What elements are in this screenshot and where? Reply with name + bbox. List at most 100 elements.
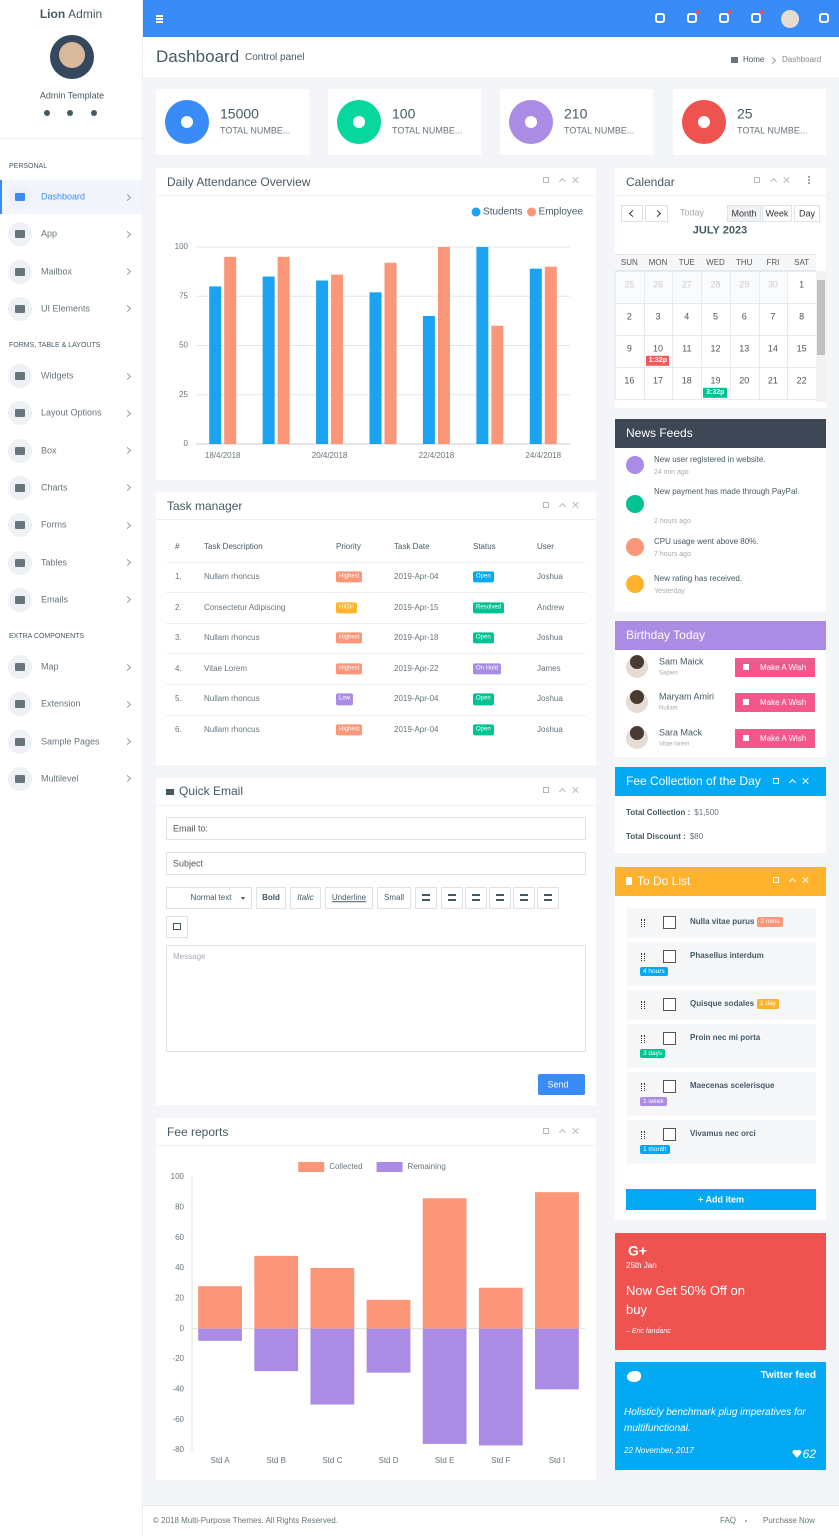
menu-icon[interactable]: [156, 21, 163, 23]
feed-time: 24 min ago: [654, 468, 689, 476]
toolbar-button[interactable]: [166, 887, 252, 909]
table-cell: 1.: [175, 572, 182, 582]
todo-checkbox[interactable]: [663, 998, 676, 1011]
message-field[interactable]: [166, 945, 586, 1052]
toolbar-glyph: [472, 894, 480, 901]
menu-item[interactable]: Forms: [41, 519, 67, 530]
nav-button[interactable]: [621, 205, 643, 222]
top-bar-icon[interactable]: [751, 13, 761, 23]
day-number: 28: [710, 279, 721, 290]
nav-button[interactable]: [645, 205, 668, 222]
toolbar-button[interactable]: [256, 887, 286, 909]
todo-item: [627, 942, 816, 986]
row-divider: [166, 683, 586, 685]
menu-item[interactable]: Layout Options: [41, 407, 102, 418]
notify-dot: [760, 10, 764, 14]
table-cell: Nullam rhoncus: [204, 572, 260, 582]
feed-icon: [626, 456, 644, 474]
todo-content: Phasellus interdum 4 hours: [640, 951, 810, 977]
person-name: Sam Maick: [659, 656, 704, 667]
todo-checkbox[interactable]: [663, 1128, 676, 1141]
table-cell: Joshua: [537, 694, 563, 704]
twitter-quote: Holisticly benchmark plug imperatives fo…: [624, 1407, 806, 1434]
wish-button[interactable]: [735, 658, 815, 677]
dropdown-caret: [241, 897, 245, 900]
expand-icon[interactable]: [543, 177, 549, 183]
expand-icon[interactable]: [773, 778, 779, 784]
menu-item[interactable]: App: [41, 228, 58, 239]
menu-icon[interactable]: [156, 18, 163, 20]
day-number: 6: [741, 311, 747, 322]
footer-link[interactable]: Purchase Now: [763, 1516, 816, 1526]
input-field[interactable]: [166, 852, 586, 875]
top-bar-icon[interactable]: [687, 13, 697, 23]
expand-icon[interactable]: [754, 177, 760, 183]
add-item-button[interactable]: [626, 1189, 816, 1210]
toolbar-icon-button[interactable]: [415, 887, 437, 909]
toolbar-button[interactable]: [325, 887, 373, 909]
table-header: Status: [473, 542, 496, 552]
toolbar-icon-button[interactable]: [465, 887, 487, 909]
expand-icon[interactable]: [543, 787, 549, 793]
menu-glyph: [15, 267, 25, 276]
send-button[interactable]: [538, 1074, 585, 1095]
table-cell: 2019-Apr-18: [394, 633, 439, 643]
todo-checkbox[interactable]: [663, 1080, 676, 1093]
menu-item[interactable]: UI Elements: [41, 303, 91, 314]
calendar-cell: [787, 367, 816, 400]
panel-title: Quick Email: [179, 783, 244, 798]
wish-button[interactable]: [735, 693, 815, 712]
footer-separator: [745, 1520, 747, 1522]
toolbar-button[interactable]: [290, 887, 321, 909]
toolbar-label: Small: [383, 893, 405, 903]
row-divider: [166, 561, 586, 563]
menu-item[interactable]: Mailbox: [41, 266, 73, 277]
stat-label: TOTAL NUMBE...: [392, 125, 463, 136]
view-button[interactable]: [762, 205, 792, 222]
top-bar-icon[interactable]: [819, 13, 829, 23]
menu-item[interactable]: Box: [41, 445, 57, 456]
menu-item[interactable]: Sample Pages: [41, 736, 100, 747]
panel-divider: [615, 195, 826, 196]
toolbar-icon-button[interactable]: [513, 887, 535, 909]
menu-item[interactable]: Multilevel: [41, 773, 79, 784]
footer-link[interactable]: FAQ: [720, 1516, 737, 1526]
menu-item[interactable]: Emails: [41, 594, 69, 605]
top-bar-icon[interactable]: [719, 13, 729, 23]
wish-button[interactable]: [735, 729, 815, 748]
promo-date: 25th Jan: [626, 1261, 657, 1271]
top-bar-icon[interactable]: [655, 13, 665, 23]
toolbar-icon-button[interactable]: [441, 887, 463, 909]
expand-icon[interactable]: [543, 1128, 549, 1134]
view-button[interactable]: [727, 205, 761, 222]
view-button[interactable]: [794, 205, 820, 222]
menu-item[interactable]: Charts: [41, 482, 68, 493]
menu-item[interactable]: Tables: [41, 557, 68, 568]
stat-value: 15000: [220, 105, 259, 122]
menu-icon[interactable]: [156, 15, 163, 17]
menu-item[interactable]: Map: [41, 661, 59, 672]
day-number: 19: [710, 375, 721, 386]
toolbar-icon-button[interactable]: [166, 916, 188, 938]
todo-checkbox[interactable]: [663, 950, 676, 963]
toolbar-icon-button[interactable]: [489, 887, 511, 909]
day-number: 14: [767, 343, 778, 354]
today-button[interactable]: Today: [680, 207, 705, 218]
input-field[interactable]: [166, 817, 586, 840]
todo-checkbox[interactable]: [663, 1032, 676, 1045]
breadcrumb-item[interactable]: Home: [743, 55, 765, 65]
menu-item[interactable]: Widgets: [41, 370, 74, 381]
menu-item[interactable]: Extension: [41, 698, 81, 709]
expand-icon[interactable]: [773, 877, 779, 883]
toolbar-button[interactable]: [377, 887, 411, 909]
expand-icon[interactable]: [543, 502, 549, 508]
toolbar-icon-button[interactable]: [537, 887, 559, 909]
panel-title: Task manager: [167, 498, 243, 513]
todo-icon: [626, 877, 632, 885]
todo-checkbox[interactable]: [663, 916, 676, 929]
day-number: 15: [796, 343, 807, 354]
twitter-card: [615, 1362, 826, 1470]
wish-label: Make A Wish: [760, 697, 807, 707]
menu-item[interactable]: Dashboard: [41, 191, 86, 202]
